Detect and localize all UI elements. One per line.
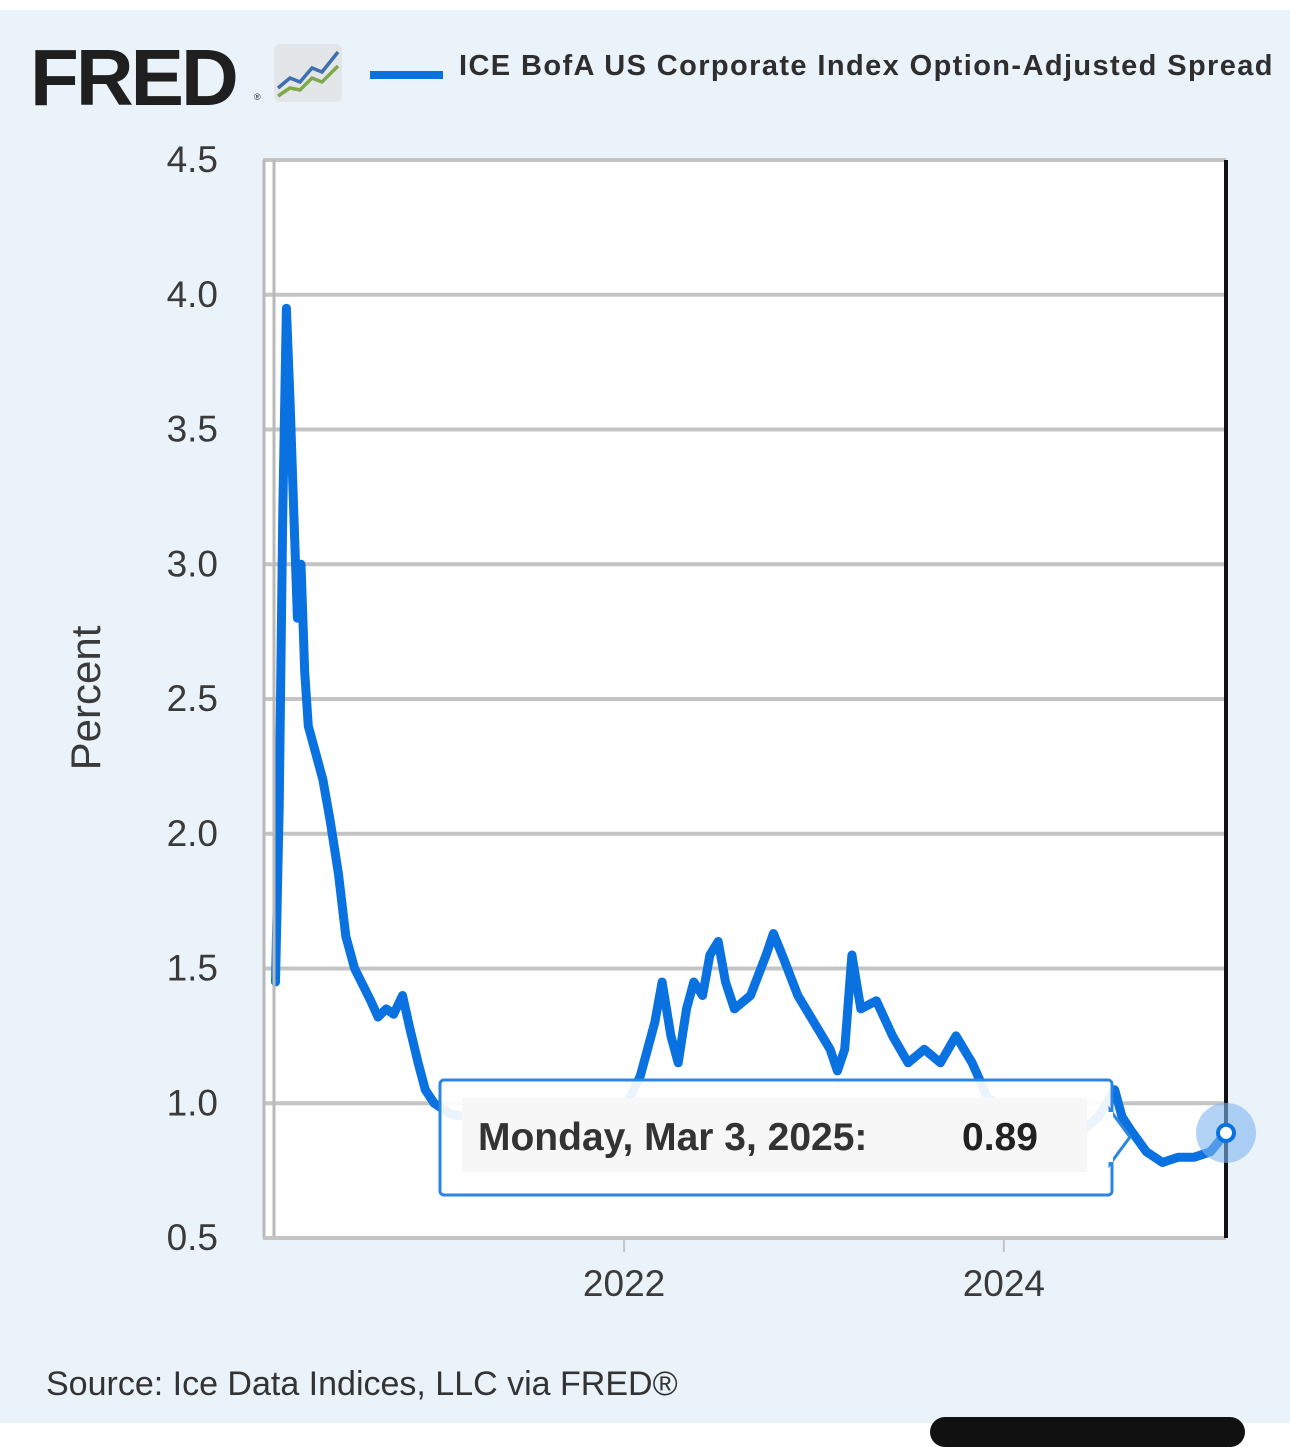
tooltip-pointer-mask bbox=[1107, 1112, 1113, 1162]
data-point bbox=[291, 508, 296, 513]
data-point bbox=[668, 1033, 673, 1038]
data-point bbox=[700, 993, 705, 998]
data-point bbox=[938, 1060, 943, 1065]
fred-registered-mark: ® bbox=[254, 92, 261, 102]
data-point bbox=[1192, 1155, 1197, 1160]
data-point bbox=[416, 1060, 421, 1065]
data-point bbox=[970, 1060, 975, 1065]
data-point bbox=[343, 934, 348, 939]
data-point bbox=[352, 966, 357, 971]
data-point bbox=[407, 1025, 412, 1030]
y-tick-label: 4.0 bbox=[167, 274, 218, 315]
data-point bbox=[423, 1087, 428, 1092]
data-point bbox=[780, 953, 785, 958]
data-point bbox=[280, 508, 285, 513]
data-point bbox=[1119, 1114, 1124, 1119]
tooltip-date: Monday, Mar 3, 2025: bbox=[478, 1116, 867, 1159]
data-point bbox=[638, 1074, 643, 1079]
data-point bbox=[922, 1047, 927, 1052]
data-point bbox=[835, 1068, 840, 1073]
data-point bbox=[842, 1047, 847, 1052]
hover-point[interactable] bbox=[1216, 1122, 1236, 1143]
data-point bbox=[795, 993, 800, 998]
data-point bbox=[858, 1006, 863, 1011]
x-tick-label: 2022 bbox=[583, 1263, 665, 1304]
data-point bbox=[660, 979, 665, 984]
data-point bbox=[849, 953, 854, 958]
data-point bbox=[874, 998, 879, 1003]
data-point bbox=[400, 993, 405, 998]
fred-logo[interactable]: FRED bbox=[30, 33, 239, 122]
legend-label[interactable]: ICE BofA US Corporate Index Option-Adjus… bbox=[459, 50, 1274, 82]
data-point bbox=[284, 306, 289, 311]
data-point bbox=[376, 1015, 381, 1020]
data-point bbox=[320, 777, 325, 782]
data-point bbox=[1128, 1128, 1133, 1133]
legend-swatch bbox=[370, 71, 443, 79]
data-point bbox=[811, 1020, 816, 1025]
data-point bbox=[302, 670, 307, 675]
data-point bbox=[328, 818, 333, 823]
fred-graph-icon bbox=[274, 44, 342, 102]
data-point bbox=[732, 1006, 737, 1011]
y-tick-label: 2.0 bbox=[167, 813, 218, 854]
data-point bbox=[707, 953, 712, 958]
tooltip-inner bbox=[462, 1098, 1087, 1172]
data-point bbox=[391, 1012, 396, 1017]
data-point bbox=[748, 993, 753, 998]
y-tick-label: 2.5 bbox=[167, 678, 218, 719]
data-point bbox=[723, 979, 728, 984]
data-point bbox=[684, 1006, 689, 1011]
data-point bbox=[306, 723, 311, 728]
y-tick-label: 0.5 bbox=[167, 1217, 218, 1258]
data-point bbox=[368, 998, 373, 1003]
data-point bbox=[828, 1047, 833, 1052]
data-point bbox=[771, 931, 776, 936]
y-tick-label: 1.5 bbox=[167, 948, 218, 989]
data-point bbox=[953, 1033, 958, 1038]
source-note[interactable]: Source: Ice Data Indices, LLC via FRED® bbox=[46, 1365, 678, 1403]
data-point bbox=[1176, 1155, 1181, 1160]
data-point bbox=[906, 1060, 911, 1065]
home-indicator bbox=[930, 1417, 1245, 1447]
data-point bbox=[1112, 1087, 1117, 1092]
data-point bbox=[336, 872, 341, 877]
data-point bbox=[691, 979, 696, 984]
data-point bbox=[313, 750, 318, 755]
data-point bbox=[295, 616, 300, 621]
y-tick-label: 1.0 bbox=[167, 1082, 218, 1123]
data-point bbox=[1160, 1160, 1165, 1165]
data-point bbox=[299, 562, 304, 567]
data-point bbox=[277, 804, 282, 809]
y-tick-label: 3.0 bbox=[167, 543, 218, 584]
x-tick-label: 2024 bbox=[963, 1263, 1045, 1304]
data-point bbox=[716, 939, 721, 944]
data-point bbox=[652, 1020, 657, 1025]
data-point bbox=[676, 1060, 681, 1065]
data-point bbox=[384, 1006, 389, 1011]
data-point bbox=[288, 400, 293, 405]
data-point bbox=[1144, 1149, 1149, 1154]
data-point bbox=[432, 1101, 437, 1106]
data-point bbox=[764, 953, 769, 958]
data-point bbox=[890, 1033, 895, 1038]
y-tick-label: 3.5 bbox=[167, 409, 218, 450]
y-tick-label: 4.5 bbox=[167, 139, 218, 180]
y-axis-title: Percent bbox=[62, 625, 109, 770]
tooltip-value: 0.89 bbox=[962, 1116, 1038, 1159]
